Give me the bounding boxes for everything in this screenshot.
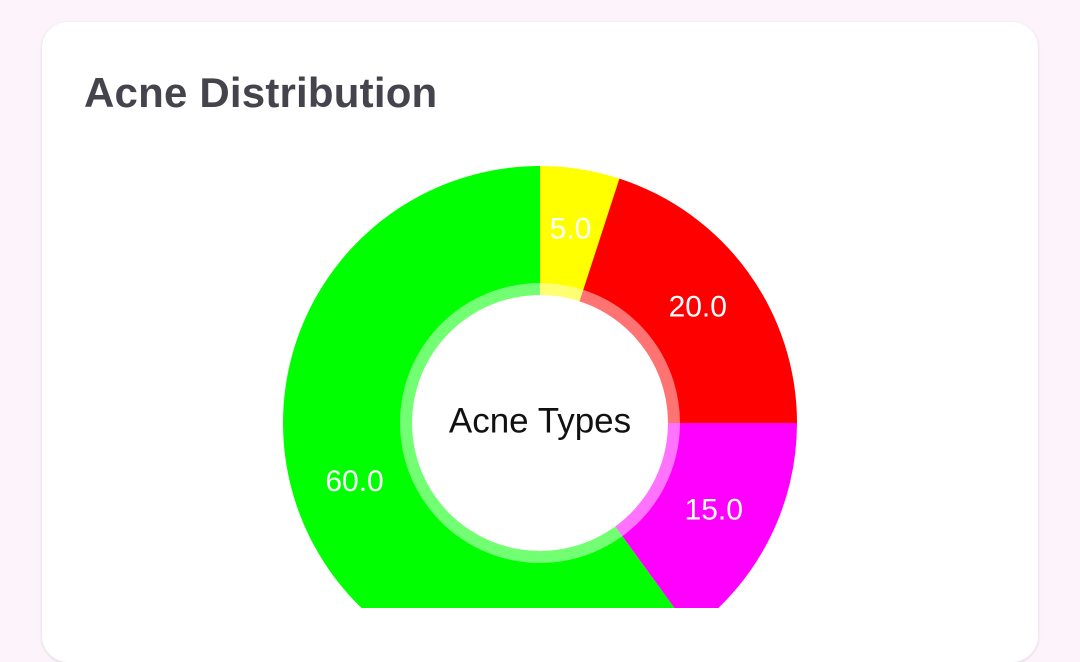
inner-ring-segment-20.0 <box>579 289 680 423</box>
chart-inner-ring <box>400 283 680 563</box>
slice-value-label: 15.0 <box>685 493 743 526</box>
acne-donut-chart: Acne Types 5.0 20.0 15.0 60.0 <box>283 166 797 608</box>
chart-center-hole <box>412 295 668 551</box>
slice-value-label: 5.0 <box>550 212 592 245</box>
card-title: Acne Distribution <box>84 69 438 116</box>
slice-value-label: 60.0 <box>325 465 383 498</box>
chart-center-label: Acne Types <box>449 401 631 440</box>
slice-value-label: 20.0 <box>669 290 727 323</box>
chart-slice-labels: 5.0 20.0 15.0 60.0 <box>325 212 743 526</box>
inner-ring-segment-5.0 <box>540 283 584 302</box>
inner-ring-segment-15.0 <box>615 423 680 537</box>
